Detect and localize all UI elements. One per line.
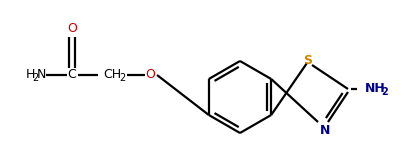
Text: N: N xyxy=(36,69,46,82)
Text: O: O xyxy=(67,21,77,35)
Text: C: C xyxy=(68,69,76,82)
Text: 2: 2 xyxy=(32,73,38,83)
Text: H: H xyxy=(25,69,35,82)
Text: N: N xyxy=(320,124,330,136)
Text: CH: CH xyxy=(103,69,121,82)
Text: S: S xyxy=(303,53,312,66)
Text: NH: NH xyxy=(365,83,386,96)
Text: 2: 2 xyxy=(382,87,388,97)
Text: 2: 2 xyxy=(119,73,125,83)
Text: O: O xyxy=(145,69,155,82)
